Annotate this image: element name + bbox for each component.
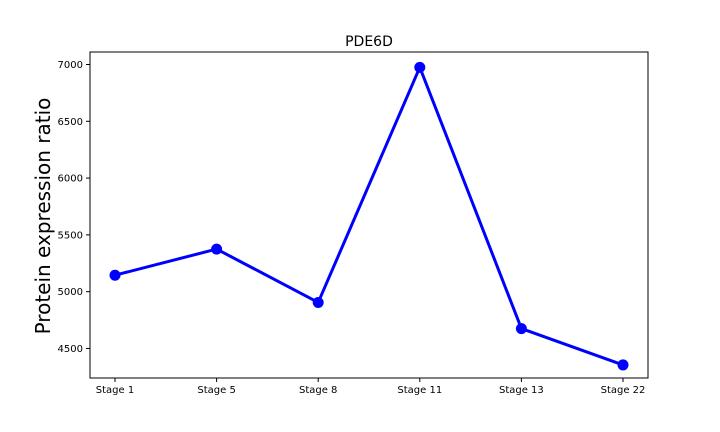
- data-point: [312, 296, 324, 308]
- data-point: [515, 323, 527, 335]
- data-point: [414, 61, 426, 73]
- x-tick-label: Stage 5: [197, 385, 235, 396]
- plot-area-frame: [89, 51, 649, 379]
- y-tick-label: 6500: [58, 117, 83, 128]
- y-tick-label: 7000: [58, 60, 83, 71]
- y-tick-label: 5500: [58, 230, 83, 241]
- y-axis-label: Protein expression ratio: [31, 98, 55, 335]
- x-tick-label: Stage 22: [601, 385, 646, 396]
- y-tick-label: 5000: [58, 287, 83, 298]
- series-group: [109, 61, 629, 371]
- series-line: [114, 65, 624, 367]
- chart-title: PDE6D: [345, 34, 393, 50]
- data-point: [211, 243, 223, 255]
- y-tick-label: 4500: [58, 344, 83, 355]
- y-tick-label: 6000: [58, 174, 83, 185]
- x-tick-label: Stage 11: [397, 385, 442, 396]
- x-tick-label: Stage 8: [299, 385, 337, 396]
- x-tick-label: Stage 1: [96, 385, 134, 396]
- y-axis: 4500 5000 5500 6000 6500 7000: [58, 60, 90, 355]
- x-axis: Stage 1 Stage 5 Stage 8 Stage 11 Stage 13 Sta…: [96, 378, 646, 396]
- x-tick-label: Stage 13: [499, 385, 544, 396]
- data-point: [617, 359, 629, 371]
- data-point: [109, 269, 121, 281]
